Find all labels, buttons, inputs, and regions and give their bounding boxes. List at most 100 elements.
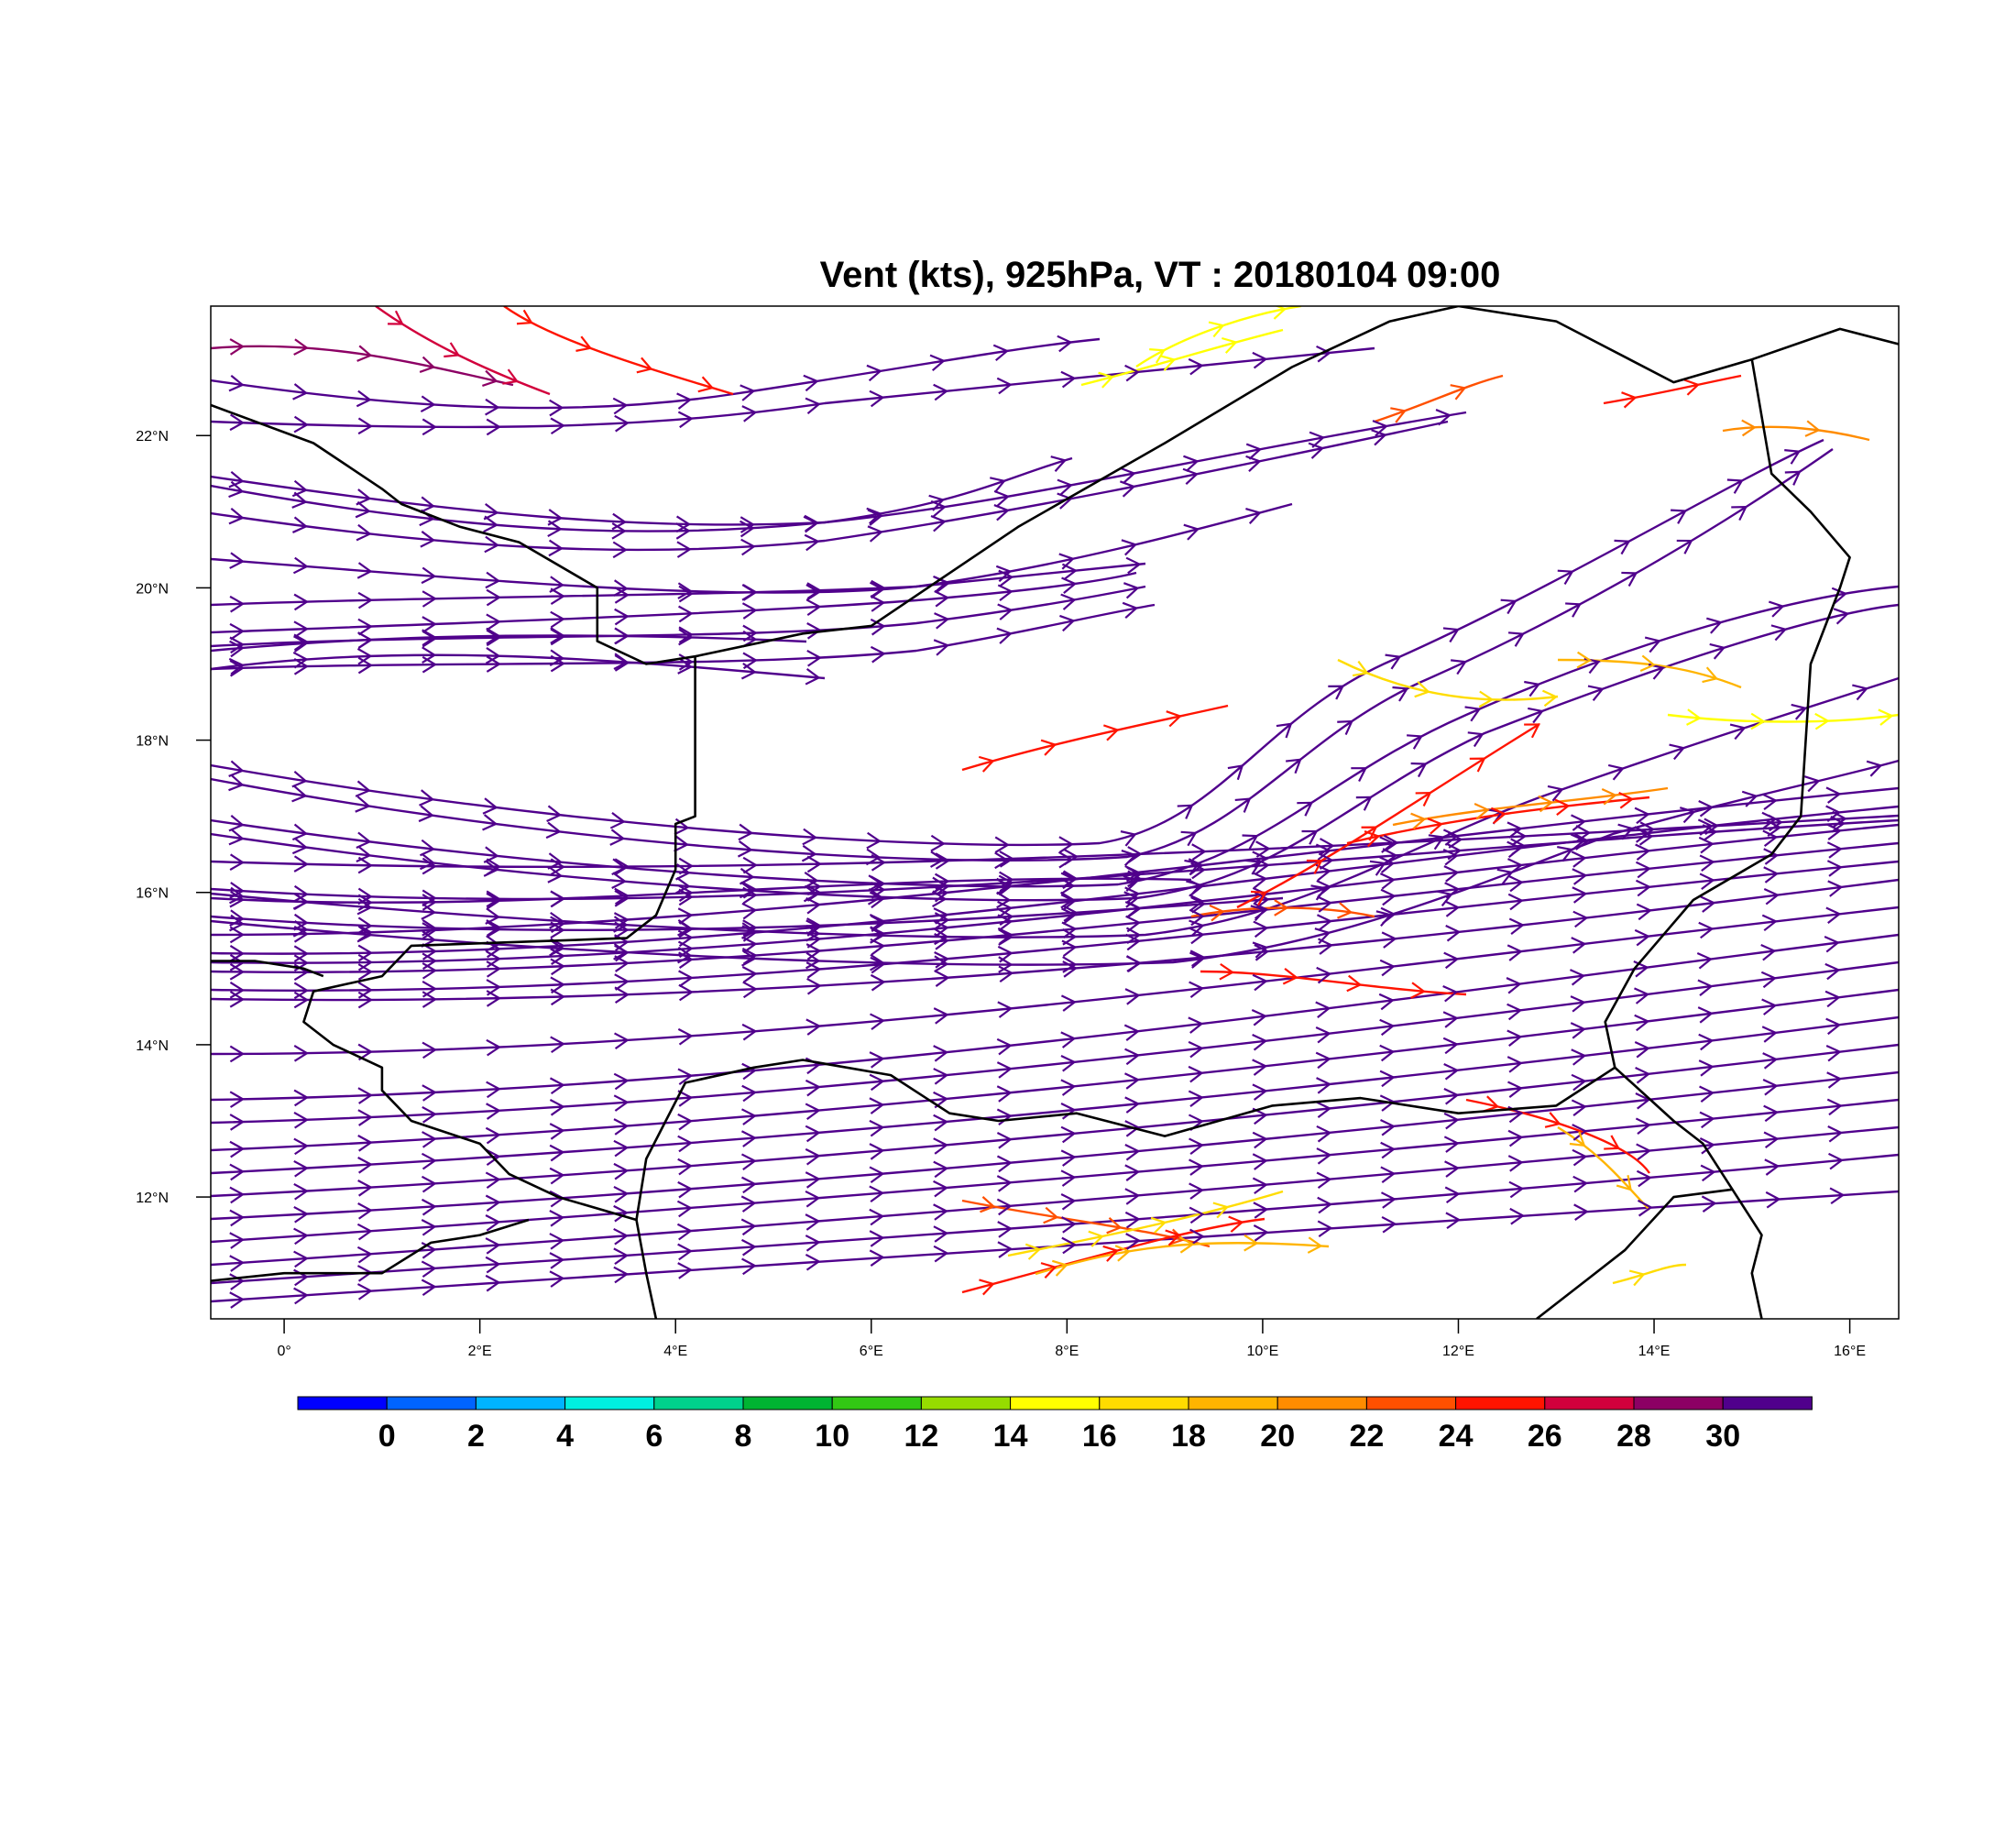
wind-arrow bbox=[1124, 1164, 1141, 1181]
wind-arrow bbox=[803, 872, 819, 889]
wind-arrow bbox=[229, 659, 246, 677]
wind-arrow bbox=[1574, 833, 1590, 851]
wind-arrow bbox=[930, 515, 947, 532]
wind-arrow bbox=[1355, 796, 1373, 811]
wind-arrow bbox=[870, 956, 886, 974]
wind-arrow bbox=[933, 1225, 949, 1243]
wind-arrow bbox=[1319, 838, 1335, 855]
wind-arrow bbox=[1572, 1148, 1588, 1167]
wind-arrow bbox=[485, 907, 501, 925]
wind-arrow bbox=[357, 1135, 373, 1152]
wind-arrow bbox=[740, 1218, 757, 1236]
wind-arrow bbox=[1040, 739, 1057, 756]
wind-arrow bbox=[1445, 1212, 1462, 1229]
wind-arrow bbox=[1832, 810, 1847, 829]
wind-arrow bbox=[933, 907, 949, 925]
wind-arrow bbox=[1825, 1017, 1842, 1036]
wind-arrow bbox=[1444, 900, 1461, 917]
wind-arrow bbox=[444, 342, 461, 358]
wind-arrow bbox=[613, 579, 629, 597]
wind-arrow bbox=[1700, 1164, 1716, 1182]
colorbar-label: 22 bbox=[1349, 1419, 1384, 1454]
wind-arrow bbox=[678, 857, 695, 875]
wind-arrow bbox=[1683, 379, 1701, 396]
wind-arrow bbox=[575, 335, 593, 352]
wind-arrow bbox=[1635, 1117, 1651, 1135]
wind-arrow bbox=[550, 1036, 565, 1054]
wind-arrow bbox=[1380, 1191, 1397, 1209]
wind-arrow bbox=[1315, 843, 1331, 861]
wind-arrow bbox=[291, 491, 308, 509]
wind-arrow bbox=[614, 887, 630, 906]
wind-arrow bbox=[1507, 1155, 1524, 1172]
wind-arrow bbox=[1314, 927, 1331, 945]
wind-arrow bbox=[1253, 1202, 1269, 1219]
wind-arrow bbox=[1500, 598, 1517, 615]
wind-arrow bbox=[677, 1027, 694, 1046]
wind-arrow bbox=[677, 1262, 693, 1279]
wind-arrow bbox=[677, 582, 693, 599]
streamline bbox=[211, 345, 514, 387]
wind-arrow bbox=[1058, 836, 1074, 853]
wind-arrow bbox=[1380, 888, 1397, 906]
wind-arrow bbox=[356, 845, 372, 863]
wind-arrow bbox=[483, 846, 499, 863]
wind-arrow bbox=[422, 980, 438, 998]
wind-arrow bbox=[1379, 1070, 1396, 1088]
wind-arrow bbox=[865, 848, 882, 866]
wind-arrow bbox=[1507, 874, 1524, 893]
wind-arrow bbox=[997, 1221, 1013, 1238]
wind-arrow bbox=[613, 943, 629, 960]
wind-arrow bbox=[1508, 917, 1525, 935]
wind-arrow bbox=[1306, 859, 1323, 874]
wind-arrow bbox=[293, 1205, 309, 1224]
wind-arrow bbox=[357, 1202, 373, 1220]
colorbar-label: 16 bbox=[1082, 1419, 1117, 1454]
wind-arrow bbox=[678, 884, 694, 902]
lon-tick-label: 12°E bbox=[1442, 1344, 1474, 1359]
wind-arrow bbox=[1392, 686, 1409, 702]
wind-arrow bbox=[486, 629, 501, 647]
streamline bbox=[211, 1070, 1899, 1221]
wind-arrow bbox=[805, 397, 821, 415]
streamline bbox=[211, 420, 1449, 552]
streamline bbox=[503, 306, 734, 396]
streamline bbox=[211, 896, 1284, 932]
wind-arrow bbox=[388, 310, 404, 325]
wind-arrow bbox=[805, 1018, 822, 1036]
wind-arrow bbox=[1826, 841, 1843, 859]
wind-arrow bbox=[742, 981, 758, 999]
wind-arrow bbox=[1510, 838, 1527, 855]
wind-arrow bbox=[1276, 722, 1293, 739]
wind-arrow bbox=[869, 1143, 885, 1160]
lat-tick-label: 22°N bbox=[136, 429, 169, 445]
wind-arrow bbox=[419, 789, 435, 807]
wind-arrow bbox=[229, 1114, 246, 1131]
wind-arrow bbox=[229, 338, 246, 356]
wind-arrow bbox=[422, 655, 438, 674]
wind-arrow bbox=[612, 541, 628, 559]
wind-arrow bbox=[1316, 895, 1333, 913]
wind-arrow bbox=[549, 399, 564, 417]
wind-arrow bbox=[1352, 660, 1369, 677]
wind-arrow bbox=[614, 973, 630, 991]
wind-arrow bbox=[1059, 614, 1076, 632]
wind-arrow bbox=[1124, 364, 1141, 382]
wind-arrow bbox=[741, 1023, 758, 1041]
wind-arrow bbox=[1443, 1087, 1460, 1105]
wind-arrow bbox=[934, 933, 950, 950]
wind-arrow bbox=[741, 602, 758, 620]
wind-arrow bbox=[292, 383, 309, 401]
streamline bbox=[211, 860, 1899, 992]
wind-arrow bbox=[1760, 943, 1777, 961]
country-border bbox=[211, 306, 1459, 665]
wind-arrow bbox=[741, 1062, 758, 1081]
wind-arrow bbox=[1763, 866, 1780, 884]
wind-arrow bbox=[1702, 824, 1718, 841]
wind-arrow bbox=[1447, 831, 1463, 849]
wind-arrow bbox=[1571, 1099, 1587, 1116]
wind-arrow bbox=[997, 914, 1013, 931]
wind-arrow bbox=[420, 852, 436, 871]
wind-arrow bbox=[291, 770, 308, 788]
